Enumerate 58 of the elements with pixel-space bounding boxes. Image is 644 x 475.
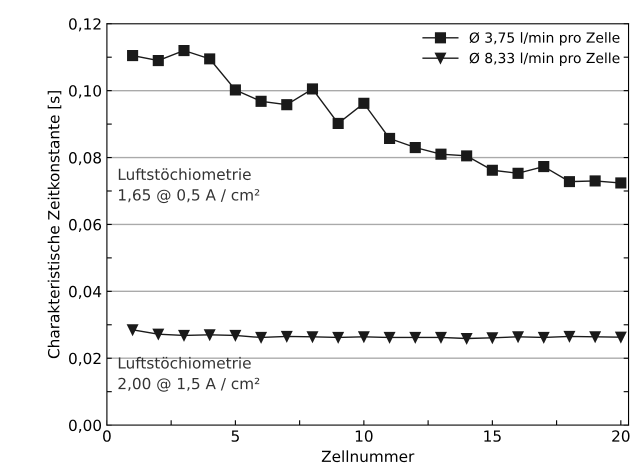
- y-tick-label: 0,10: [69, 85, 102, 98]
- point: [127, 50, 138, 62]
- point: [590, 175, 601, 187]
- y-tick-label: 0,00: [69, 420, 102, 433]
- legend-label: Ø 8,33 l/min pro Zelle: [470, 52, 620, 66]
- point: [615, 332, 626, 343]
- point: [410, 332, 421, 344]
- x-axis-title: Zellnummer: [322, 450, 414, 462]
- x-tick-label: 15: [484, 430, 501, 442]
- point: [461, 150, 472, 162]
- point: [512, 168, 524, 179]
- point: [486, 332, 498, 344]
- y-tick-label: 0,08: [69, 152, 101, 166]
- point: [358, 98, 370, 109]
- point: [230, 330, 241, 342]
- point: [590, 331, 601, 342]
- x-tick-label: 0: [103, 430, 111, 442]
- point: [384, 332, 396, 344]
- point: [204, 53, 216, 64]
- point: [358, 331, 370, 342]
- point: [538, 332, 550, 344]
- point: [564, 176, 575, 188]
- y-tick-label: 0,06: [69, 218, 102, 232]
- point: [512, 331, 524, 342]
- point: [306, 331, 318, 342]
- point: [230, 84, 241, 96]
- point: [204, 329, 216, 340]
- point: [486, 164, 498, 176]
- point: [435, 332, 447, 344]
- point: [281, 99, 292, 110]
- point: [256, 332, 267, 344]
- point: [127, 324, 138, 336]
- point: [152, 54, 164, 66]
- y-axis-title: Charakteristische Zeitkonstante [s]: [48, 91, 62, 358]
- y-tick-label: 0,02: [69, 352, 101, 366]
- x-tick-label: 20: [612, 430, 630, 442]
- point: [410, 142, 421, 154]
- point: [564, 330, 575, 342]
- legend-label: Ø 3,75 l/min pro Zelle: [470, 32, 620, 46]
- point: [306, 83, 318, 95]
- y-tick-label: 0,04: [69, 286, 102, 299]
- point: [152, 328, 164, 340]
- point: [256, 96, 267, 107]
- point: [178, 44, 190, 56]
- point: [281, 330, 292, 342]
- point: [178, 330, 190, 342]
- point: [461, 332, 472, 344]
- point: [538, 161, 550, 172]
- x-tick-label: 10: [356, 430, 373, 442]
- y-tick-label: 0,12: [69, 18, 101, 32]
- point: [384, 132, 396, 144]
- point: [332, 332, 344, 344]
- annotation: Luftstöchiometrie 2,00 @ 1,5 A / cm²: [118, 356, 260, 392]
- annotation: Luftstöchiometrie 1,65 @ 0,5 A / cm²: [118, 168, 260, 204]
- point: [435, 148, 447, 160]
- point: [615, 177, 626, 189]
- point: [332, 118, 344, 129]
- x-tick-label: 5: [232, 430, 239, 442]
